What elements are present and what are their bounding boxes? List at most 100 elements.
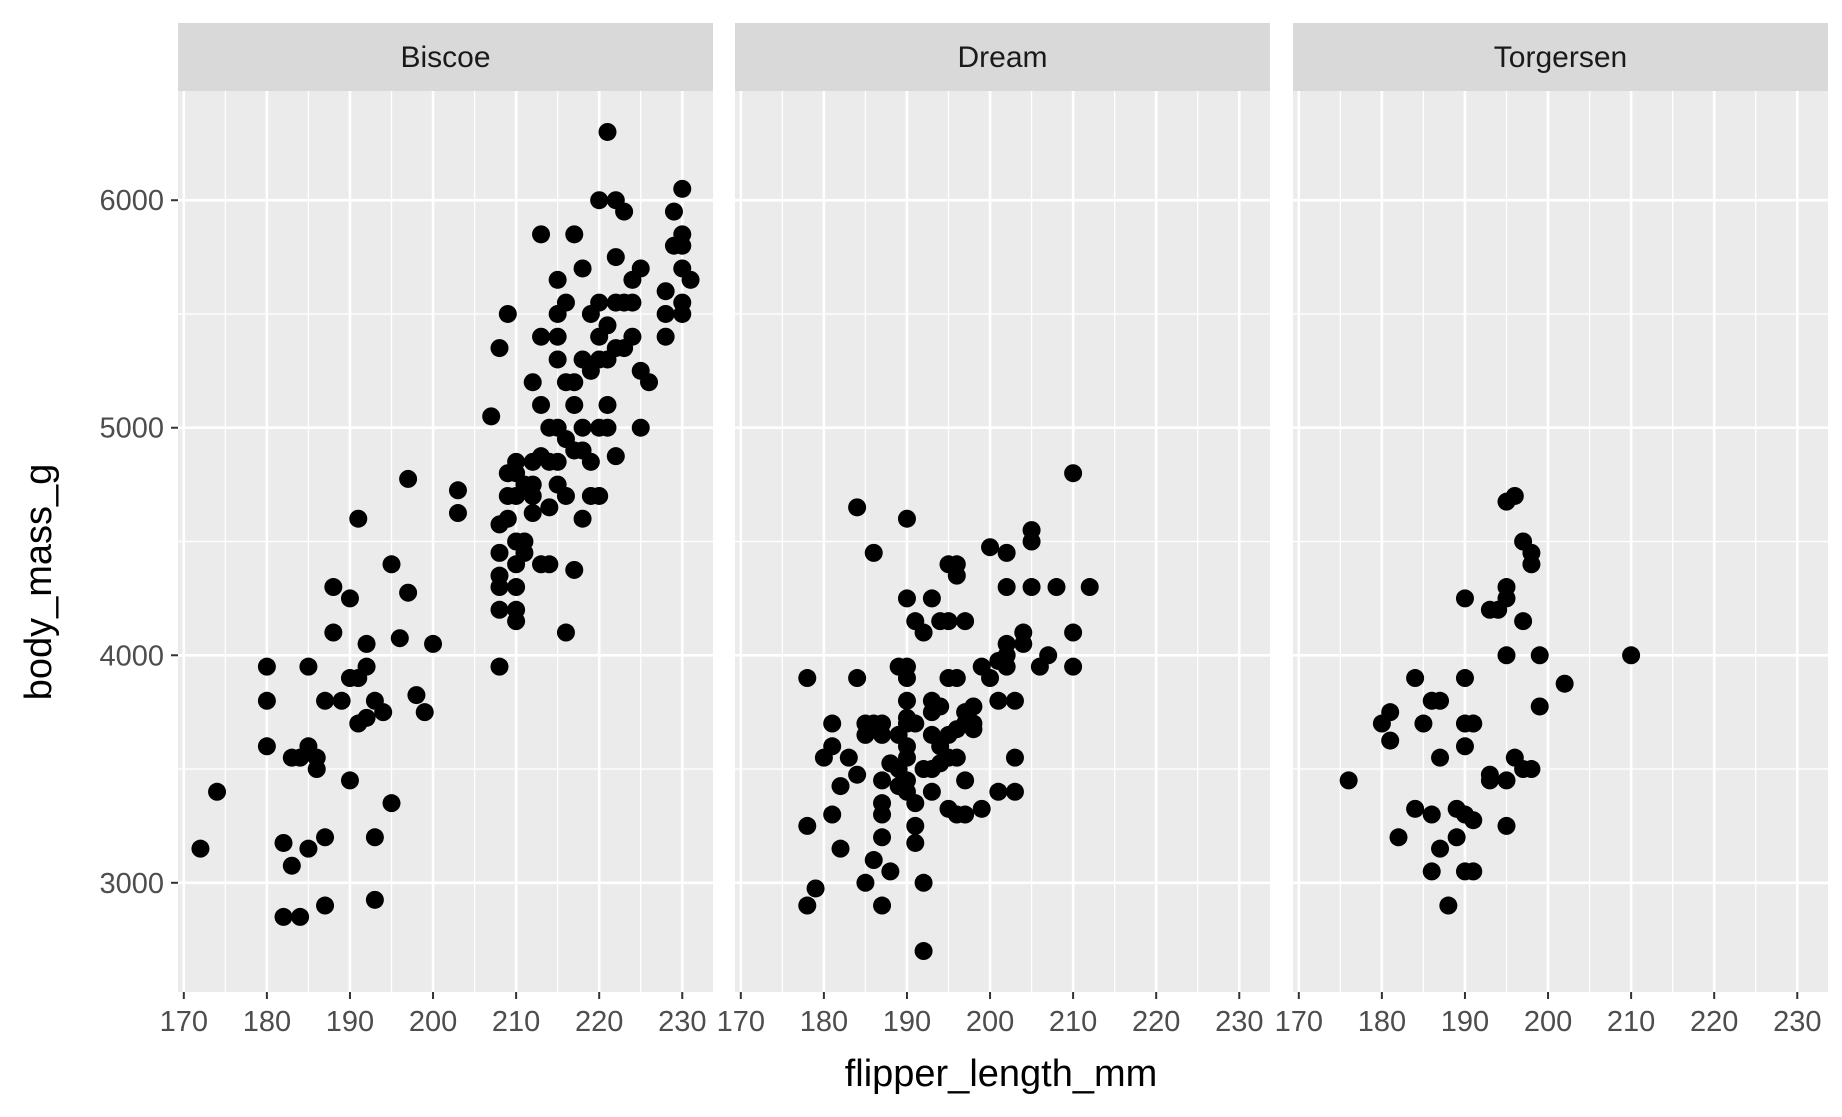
data-point	[324, 578, 343, 597]
points-dream	[798, 464, 1099, 961]
data-point	[598, 122, 617, 141]
data-point	[1480, 771, 1499, 790]
data-point	[1339, 771, 1358, 790]
y-tick-label: 3000	[99, 868, 164, 900]
data-point	[956, 612, 975, 631]
x-tick-label: 180	[800, 1006, 848, 1038]
data-point	[1389, 828, 1408, 847]
data-point	[532, 225, 551, 244]
data-point	[1464, 714, 1483, 733]
data-point	[382, 555, 401, 574]
x-axis-title: flipper_length_mm	[845, 1053, 1158, 1095]
data-point	[424, 634, 443, 653]
data-point	[1014, 634, 1033, 653]
facet-panel-dream: Dream 170 180 190 200 210 220 230	[717, 23, 1270, 1038]
data-point	[997, 578, 1016, 597]
data-point	[191, 839, 210, 858]
data-point	[590, 486, 609, 505]
data-point	[332, 691, 351, 710]
data-point	[1497, 816, 1516, 835]
data-point	[316, 691, 335, 710]
data-point	[864, 851, 883, 870]
data-point	[532, 327, 551, 346]
data-point	[997, 543, 1016, 562]
data-point	[1381, 703, 1400, 722]
data-point	[839, 748, 858, 767]
x-tick-label: 220	[1132, 1006, 1180, 1038]
x-tick-label: 190	[883, 1006, 931, 1038]
facet-strip	[1293, 23, 1828, 91]
x-tick-label: 200	[409, 1006, 457, 1038]
data-point	[606, 447, 625, 466]
data-point	[1555, 674, 1574, 693]
facet-strip-label: Biscoe	[400, 41, 490, 74]
data-point	[906, 714, 925, 733]
data-point	[1422, 862, 1441, 881]
x-tick-label: 210	[1607, 1006, 1655, 1038]
data-point	[798, 816, 817, 835]
data-point	[357, 634, 376, 653]
data-point	[873, 771, 892, 790]
data-point	[507, 612, 526, 631]
data-point	[208, 782, 227, 801]
data-point	[316, 828, 335, 847]
data-point	[399, 583, 418, 602]
data-point	[556, 486, 575, 505]
data-point	[856, 873, 875, 892]
data-point	[1530, 697, 1549, 716]
data-point	[956, 805, 975, 824]
data-point	[1005, 748, 1024, 767]
data-point	[897, 509, 916, 528]
data-point	[581, 452, 600, 471]
data-point	[257, 737, 276, 756]
data-point	[981, 669, 1000, 688]
data-point	[340, 771, 359, 790]
data-point	[565, 373, 584, 392]
x-tick-label: 230	[1773, 1006, 1821, 1038]
data-point	[257, 691, 276, 710]
data-point	[1622, 646, 1641, 665]
data-point	[873, 896, 892, 915]
x-tick-label: 180	[243, 1006, 291, 1038]
data-point	[482, 407, 501, 426]
data-point	[415, 703, 434, 722]
data-point	[964, 720, 983, 739]
data-point	[1064, 623, 1083, 642]
facet-strip	[178, 23, 713, 91]
data-point	[365, 828, 384, 847]
data-point	[656, 327, 675, 346]
data-point	[848, 669, 867, 688]
data-point	[623, 327, 642, 346]
data-point	[656, 282, 675, 301]
data-point	[316, 896, 335, 915]
data-point	[490, 578, 509, 597]
data-point	[897, 589, 916, 608]
data-point	[498, 304, 517, 323]
data-point	[1505, 486, 1524, 505]
x-tick-label: 200	[966, 1006, 1014, 1038]
data-point	[490, 600, 509, 619]
data-point	[382, 794, 401, 813]
data-point	[523, 504, 542, 523]
data-point	[349, 509, 368, 528]
data-point	[897, 691, 916, 710]
x-tick-label: 180	[1358, 1006, 1406, 1038]
data-point	[981, 538, 1000, 557]
data-point	[881, 862, 900, 881]
x-tick-label: 210	[1049, 1006, 1097, 1038]
data-point	[623, 293, 642, 312]
data-point	[523, 373, 542, 392]
data-point	[864, 543, 883, 562]
data-point	[548, 270, 567, 289]
y-tick-label: 6000	[99, 185, 164, 217]
x-tick-label: 190	[1441, 1006, 1489, 1038]
facet-strip-label: Torgersen	[1494, 41, 1627, 74]
data-point	[515, 543, 534, 562]
data-point	[823, 714, 842, 733]
data-point	[274, 833, 293, 852]
data-point	[1431, 691, 1450, 710]
data-point	[307, 760, 326, 779]
data-point	[964, 697, 983, 716]
data-point	[939, 612, 958, 631]
data-point	[931, 697, 950, 716]
